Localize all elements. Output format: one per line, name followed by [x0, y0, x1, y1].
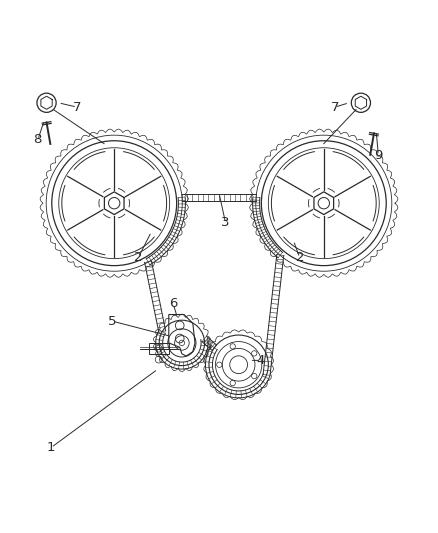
Text: 1: 1 [47, 441, 55, 454]
Text: 5: 5 [108, 314, 116, 328]
Text: 2: 2 [134, 251, 142, 264]
Text: 3: 3 [221, 216, 230, 229]
Text: 4: 4 [256, 354, 265, 367]
Text: 7: 7 [73, 101, 81, 114]
Text: 9: 9 [374, 149, 382, 161]
Text: 8: 8 [34, 133, 42, 147]
Text: 7: 7 [330, 101, 339, 114]
Text: 2: 2 [296, 251, 304, 264]
Text: 6: 6 [169, 297, 177, 310]
